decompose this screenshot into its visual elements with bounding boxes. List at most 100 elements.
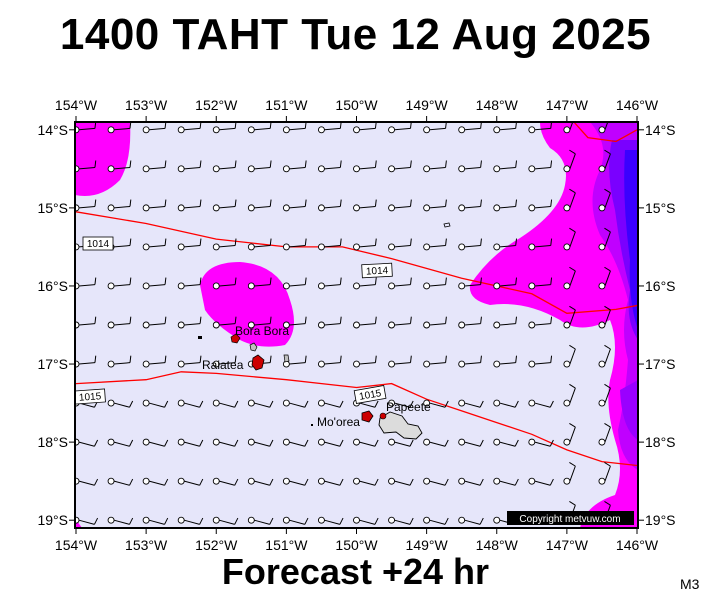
wind-barb xyxy=(212,438,239,447)
wind-barb xyxy=(458,238,482,251)
wind-barb xyxy=(528,316,553,329)
wind-barb xyxy=(317,238,342,251)
wind-barb xyxy=(528,122,553,134)
wind-barb xyxy=(353,199,377,212)
wind-barb xyxy=(423,516,449,525)
wind-barb xyxy=(598,383,611,407)
wind-barb xyxy=(458,160,482,173)
wind-barb xyxy=(317,160,342,173)
wind-barb xyxy=(142,160,167,173)
lon-label-top: 153°W xyxy=(125,97,168,113)
wind-shade-nw xyxy=(75,122,131,196)
wind-barb xyxy=(177,438,204,447)
wind-barb xyxy=(177,122,202,134)
wind-barb xyxy=(493,399,519,408)
wind-barb xyxy=(282,477,309,486)
wind-barb xyxy=(317,516,344,525)
wind-barb xyxy=(493,277,518,290)
wind-barb xyxy=(598,266,611,290)
wind-barb xyxy=(247,199,272,212)
wind-barb xyxy=(458,399,484,408)
svg-text:1015: 1015 xyxy=(79,391,102,404)
wind-barb xyxy=(247,122,272,134)
lon-label-top: 154°W xyxy=(55,97,98,113)
wind-barb xyxy=(563,227,576,251)
place-label-bora-bora: Bora Bora xyxy=(235,324,289,338)
wind-barb xyxy=(107,160,132,173)
lat-label-left: 19°S xyxy=(37,512,68,528)
wind-barb xyxy=(598,305,611,329)
wind-barb xyxy=(212,122,237,134)
wind-barb xyxy=(598,344,611,368)
wind-barb xyxy=(388,399,414,408)
wind-barb xyxy=(423,160,447,173)
wind-barb xyxy=(458,516,484,525)
lon-label-bottom: 152°W xyxy=(195,537,238,553)
wind-barb xyxy=(493,438,519,447)
wind-barb xyxy=(142,316,167,329)
wind-barb xyxy=(107,316,132,329)
wind-barb xyxy=(493,316,518,329)
wind-barb xyxy=(317,477,344,486)
wind-barb xyxy=(598,422,611,446)
wind-barb xyxy=(493,199,518,212)
lon-label-top: 148°W xyxy=(476,97,519,113)
tahiti-island xyxy=(378,411,423,440)
isobar-line-1015 xyxy=(573,122,638,143)
map-title: 1400 TAHT Tue 12 Aug 2025 xyxy=(59,10,652,59)
lon-label-bottom: 154°W xyxy=(55,537,98,553)
wind-barb xyxy=(598,462,611,485)
wind-barb xyxy=(212,277,237,290)
wind-barb xyxy=(142,399,169,408)
lat-label-right: 17°S xyxy=(645,356,676,372)
wind-barb xyxy=(247,160,272,173)
islands xyxy=(198,222,451,440)
wind-barb xyxy=(423,477,449,486)
wind-barb xyxy=(317,122,342,134)
svg-text:1015: 1015 xyxy=(358,388,382,403)
wind-barb xyxy=(212,477,239,486)
lat-label-left: 14°S xyxy=(37,122,68,138)
wind-barb xyxy=(212,355,237,368)
wind-barb xyxy=(528,160,553,173)
wind-barb xyxy=(353,438,379,447)
wind-barb xyxy=(177,516,204,525)
wind-shade-se-core xyxy=(620,380,638,440)
lon-label-bottom: 150°W xyxy=(335,537,378,553)
wind-barb xyxy=(107,399,134,408)
wind-barb xyxy=(423,438,449,447)
wind-barb xyxy=(142,516,169,525)
wind-barb xyxy=(317,355,342,368)
wind-barb xyxy=(212,199,237,212)
wind-barb xyxy=(493,477,519,486)
bora-bora-island xyxy=(230,333,241,344)
wind-barb xyxy=(282,516,309,525)
wind-barb xyxy=(493,355,518,368)
tetiaroa-island xyxy=(311,424,313,426)
wind-barb xyxy=(423,199,447,212)
wind-barb xyxy=(353,122,377,134)
wind-barb xyxy=(458,316,482,329)
wind-barb xyxy=(563,188,576,212)
wind-barb xyxy=(528,355,553,368)
wind-barb xyxy=(247,516,274,525)
place-label-raiatea: Raiatea xyxy=(202,358,244,372)
lon-label-bottom: 148°W xyxy=(476,537,519,553)
lon-label-top: 150°W xyxy=(335,97,378,113)
wind-barb xyxy=(247,316,272,329)
svg-text:Copyright metvuw.com: Copyright metvuw.com xyxy=(519,514,620,525)
isobar-line-1014 xyxy=(75,211,638,314)
lon-label-bottom: 151°W xyxy=(265,537,308,553)
wind-barb xyxy=(458,355,482,368)
wind-barb xyxy=(107,277,132,290)
wind-barb xyxy=(282,238,307,251)
wind-barb xyxy=(528,277,553,290)
isobar-label-1014-west: 1014 xyxy=(82,236,114,251)
lon-label-top: 146°W xyxy=(616,97,659,113)
wind-barb xyxy=(282,399,309,408)
maupiti-island xyxy=(198,336,202,339)
wind-barb xyxy=(107,199,132,212)
wind-barb xyxy=(177,160,202,173)
lon-label-top: 149°W xyxy=(406,97,449,113)
